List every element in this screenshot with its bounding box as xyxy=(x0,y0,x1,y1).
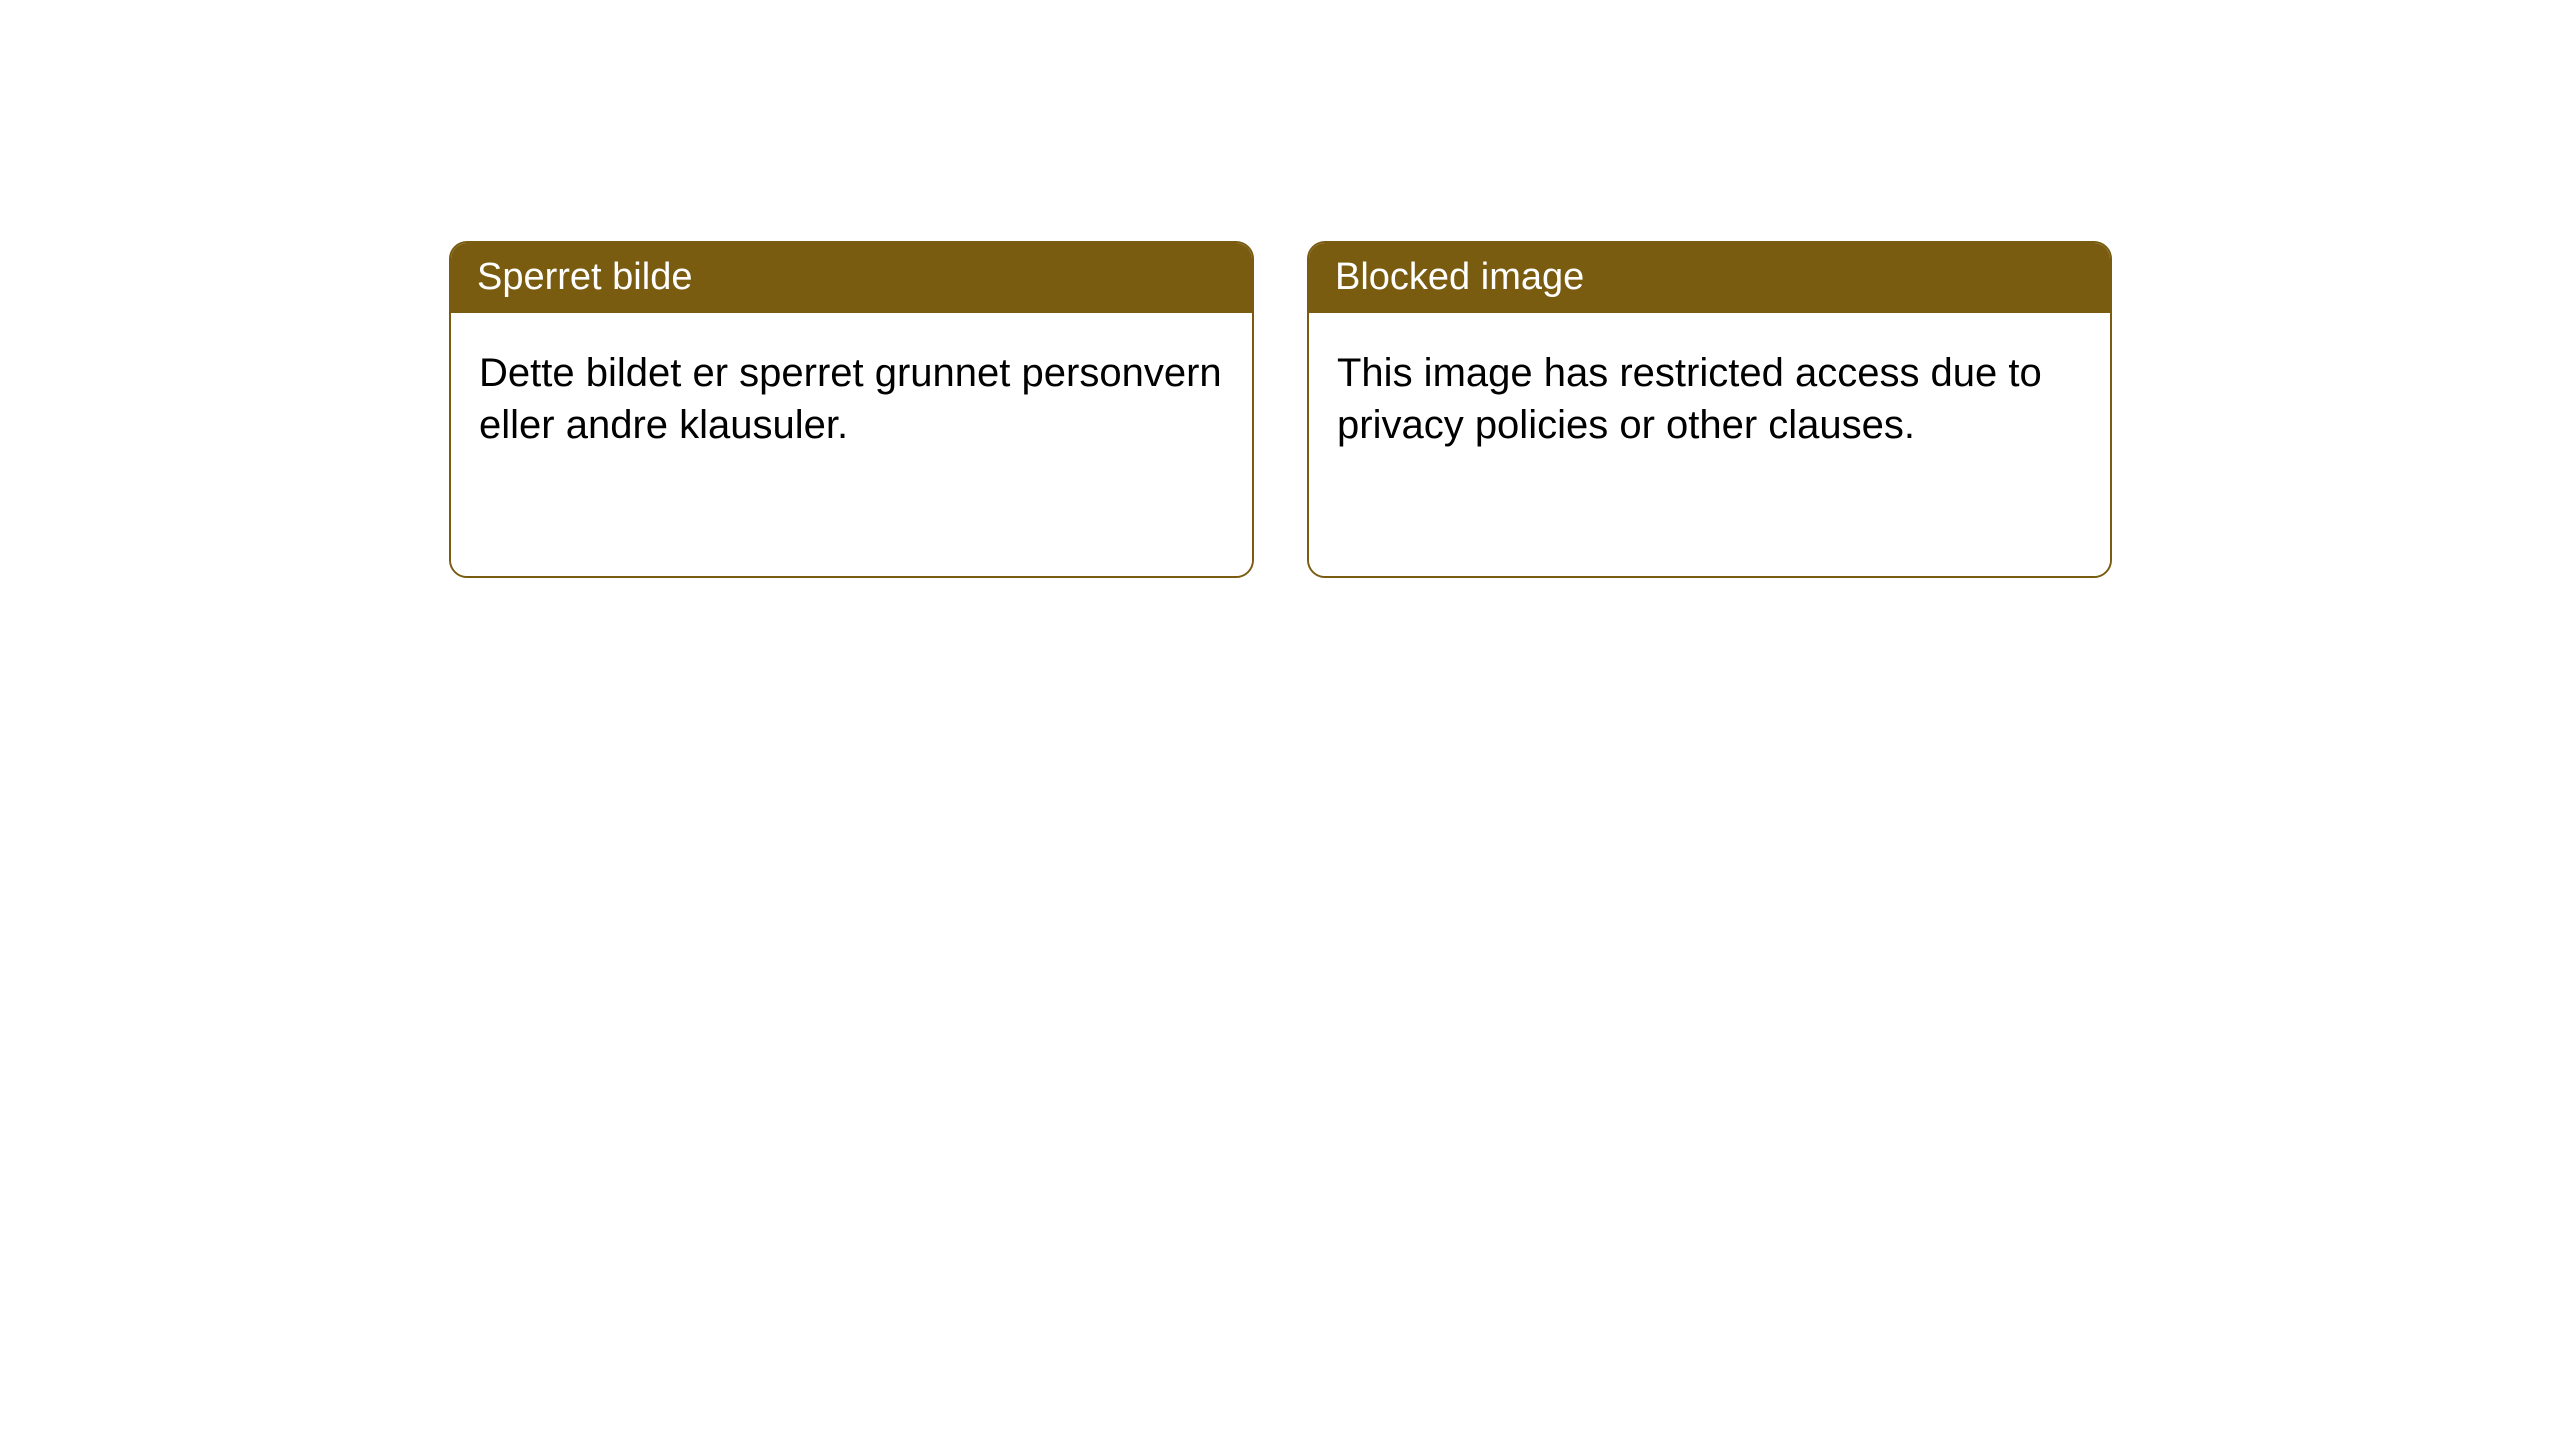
notice-card-norwegian: Sperret bilde Dette bildet er sperret gr… xyxy=(449,241,1254,578)
notice-header: Sperret bilde xyxy=(451,243,1252,313)
notice-body-text: This image has restricted access due to … xyxy=(1337,347,2082,451)
notice-header: Blocked image xyxy=(1309,243,2110,313)
notice-body: Dette bildet er sperret grunnet personve… xyxy=(451,313,1252,576)
notice-container: Sperret bilde Dette bildet er sperret gr… xyxy=(449,241,2112,578)
notice-card-english: Blocked image This image has restricted … xyxy=(1307,241,2112,578)
notice-body-text: Dette bildet er sperret grunnet personve… xyxy=(479,347,1224,451)
notice-title: Blocked image xyxy=(1335,256,1584,298)
notice-body: This image has restricted access due to … xyxy=(1309,313,2110,576)
notice-title: Sperret bilde xyxy=(477,256,692,298)
